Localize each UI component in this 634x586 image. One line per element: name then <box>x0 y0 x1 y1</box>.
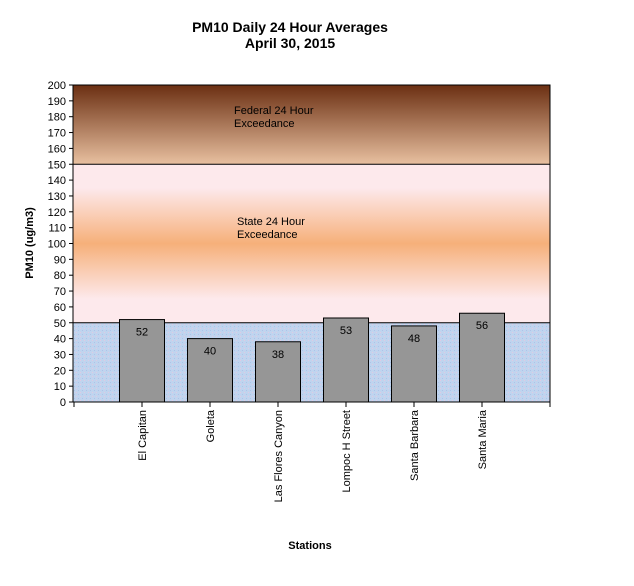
x-category-label: Santa Barbara <box>409 409 421 481</box>
chart-title: PM10 Daily 24 Hour Averages <box>192 19 388 35</box>
state-exceedance-zone <box>73 164 550 323</box>
x-category-label: Las Flores Canyon <box>273 410 285 502</box>
bar-value-label: 40 <box>204 346 216 358</box>
bar <box>459 312 505 403</box>
chart-subtitle: April 30, 2015 <box>244 35 336 51</box>
y-tick-label: 200 <box>48 80 66 92</box>
y-tick-label: 130 <box>48 191 66 203</box>
bar-value-label: 52 <box>136 327 148 339</box>
y-tick-label: 90 <box>54 254 66 266</box>
bar <box>187 338 233 403</box>
y-tick-label: 190 <box>48 96 66 108</box>
bar-value-label: 48 <box>408 333 420 345</box>
y-tick-label: 40 <box>54 334 66 346</box>
state-exceedance-label-line2: Exceedance <box>237 229 298 241</box>
state-exceedance-label-line1: State 24 Hour <box>237 216 305 228</box>
y-tick-label: 160 <box>48 143 66 155</box>
bar <box>255 341 301 403</box>
y-tick-label: 60 <box>54 302 66 314</box>
federal-exceedance-label-line1: Federal 24 Hour <box>234 105 314 117</box>
y-tick-label: 70 <box>54 286 66 298</box>
federal-exceedance-label-line2: Exceedance <box>234 118 295 130</box>
y-tick-label: 30 <box>54 349 66 361</box>
y-tick-label: 150 <box>48 159 66 171</box>
x-category-label: Goleta <box>205 409 217 442</box>
y-tick-label: 20 <box>54 365 66 377</box>
y-axis: 0 10 20 30 40 50 60 70 80 90 100 110 120 130 140 150 160… <box>48 80 73 409</box>
y-tick-label: 10 <box>54 381 66 393</box>
y-tick-label: 100 <box>48 239 66 251</box>
bar <box>119 319 165 403</box>
y-tick-label: 80 <box>54 270 66 282</box>
federal-exceedance-zone <box>73 85 550 165</box>
y-tick-label: 140 <box>48 175 66 187</box>
y-axis-title: PM10 (ug/m3) <box>24 207 36 279</box>
bar <box>391 325 437 403</box>
bar-value-label: 53 <box>340 325 352 337</box>
bar <box>323 317 369 403</box>
bar-value-label: 38 <box>272 349 284 361</box>
x-axis-title: Stations <box>288 540 331 552</box>
x-category-label: El Capitan <box>137 410 149 461</box>
y-tick-label: 0 <box>60 397 66 409</box>
y-tick-label: 110 <box>48 223 66 235</box>
x-category-label: Santa Maria <box>477 409 489 469</box>
y-tick-label: 50 <box>54 318 66 330</box>
bar-value-label: 56 <box>476 320 488 332</box>
bars: 52 40 38 53 48 56 <box>119 312 505 403</box>
y-tick-label: 170 <box>48 128 66 140</box>
y-tick-label: 180 <box>48 112 66 124</box>
y-tick-label: 120 <box>48 207 66 219</box>
x-category-label: Lompoc H Street <box>341 410 353 493</box>
x-axis: El Capitan Goleta Las Flores Canyon Lompoc … <box>73 402 551 502</box>
